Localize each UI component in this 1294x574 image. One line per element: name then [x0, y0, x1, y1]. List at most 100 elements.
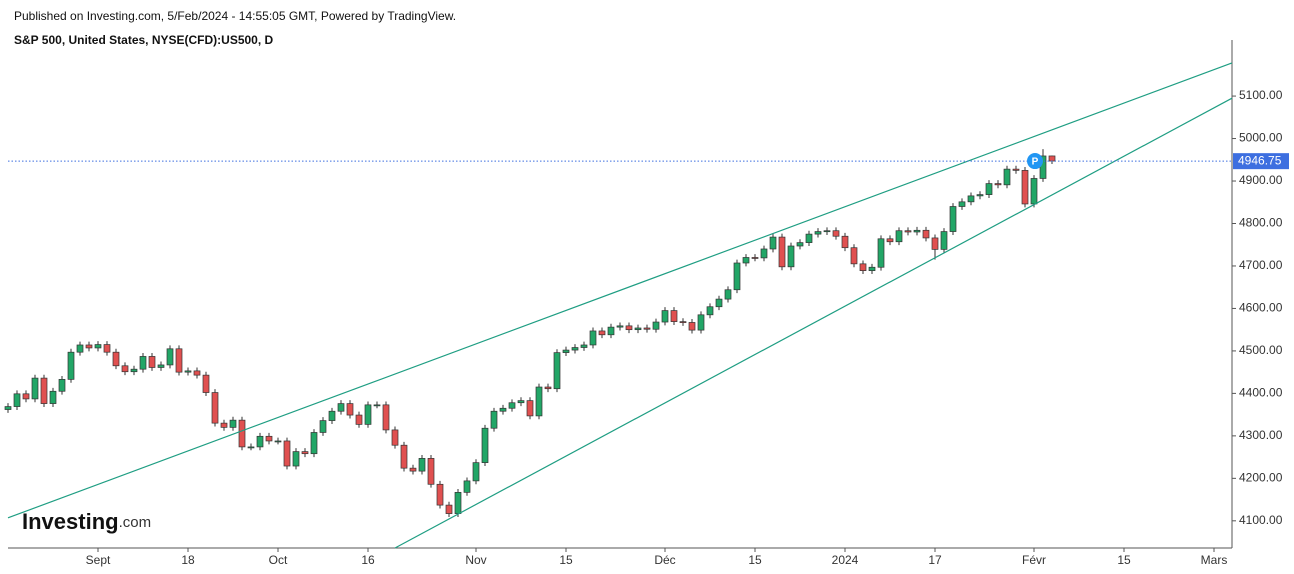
- candle-body: [625, 325, 633, 331]
- candle-body: [670, 310, 678, 322]
- candle-body: [310, 432, 318, 455]
- candle-body: [130, 368, 138, 373]
- y-tick-label: 5000.00: [1239, 131, 1283, 145]
- candle-body: [58, 379, 66, 392]
- candle-body: [598, 330, 606, 336]
- candle-body: [940, 231, 948, 250]
- x-tick-label: 15: [748, 553, 762, 567]
- candle-body: [706, 306, 714, 316]
- candle-body: [427, 458, 435, 485]
- candle-body: [85, 344, 93, 349]
- x-tick-label: Oct: [269, 553, 288, 567]
- y-tick-label: 4500.00: [1239, 343, 1283, 357]
- candle-body: [850, 247, 858, 265]
- candle-body: [994, 183, 1002, 186]
- x-tick-label: Déc: [654, 553, 675, 567]
- candle-body: [634, 327, 642, 331]
- x-tick-label: 15: [559, 553, 573, 567]
- candle-body: [868, 266, 876, 271]
- last-price-box: [1233, 153, 1289, 170]
- y-tick-label: 4400.00: [1239, 386, 1283, 400]
- candle-body: [733, 262, 741, 291]
- candle-body: [319, 420, 327, 433]
- candle-body: [355, 414, 363, 425]
- candle-body: [949, 206, 957, 232]
- candle-body: [283, 440, 291, 467]
- trend-line: [394, 97, 1233, 549]
- x-tick-label: Févr: [1022, 553, 1046, 567]
- candle-body: [499, 407, 507, 412]
- y-tick-label: 4800.00: [1239, 216, 1283, 230]
- candle-body: [472, 462, 480, 482]
- y-tick-label: 4200.00: [1239, 471, 1283, 485]
- candle-body: [346, 403, 354, 416]
- candle-body: [400, 444, 408, 469]
- candle-body: [679, 321, 687, 323]
- candle-body: [121, 365, 129, 373]
- x-tick-label: 15: [1117, 553, 1131, 567]
- candle-body: [562, 349, 570, 353]
- plot: [4, 62, 1233, 549]
- candle-body: [175, 348, 183, 373]
- candle-body: [211, 392, 219, 424]
- candle-body: [301, 451, 309, 455]
- candle-body: [976, 194, 984, 197]
- candle-body: [409, 467, 417, 472]
- candle-body: [148, 356, 156, 368]
- candle-body: [31, 377, 39, 400]
- candle-body: [922, 229, 930, 239]
- candle-body: [202, 374, 210, 393]
- x-tick-label: Nov: [465, 553, 486, 567]
- candle-body: [967, 195, 975, 203]
- candle-body: [265, 435, 273, 442]
- candle-body: [508, 402, 516, 409]
- candle-body: [877, 238, 885, 268]
- candle-body: [1048, 155, 1056, 162]
- candle-body: [184, 370, 192, 373]
- x-tick-label: 18: [181, 553, 195, 567]
- candle-body: [463, 480, 471, 493]
- candle-body: [895, 230, 903, 243]
- y-tick-label: 4700.00: [1239, 258, 1283, 272]
- candle-body: [103, 344, 111, 353]
- published-note: Published on Investing.com, 5/Feb/2024 -…: [14, 9, 456, 23]
- candle-body: [823, 230, 831, 233]
- candle-body: [544, 386, 552, 390]
- candle-body: [67, 351, 75, 380]
- candle-body: [139, 356, 147, 370]
- candle-body: [715, 298, 723, 308]
- candle-body: [229, 419, 237, 428]
- candle-body: [382, 404, 390, 431]
- instrument-title: S&P 500, United States, NYSE(CFD):US500,…: [14, 33, 274, 47]
- candle-body: [193, 370, 201, 376]
- candle-body: [517, 400, 525, 404]
- last-price-label: 4946.75: [1238, 153, 1282, 167]
- y-tick-label: 5100.00: [1239, 88, 1283, 102]
- candle-body: [859, 263, 867, 271]
- marker: [1027, 153, 1043, 170]
- x-tick-label: Sept: [86, 553, 111, 567]
- candle-body: [985, 183, 993, 195]
- candle-body: [328, 410, 336, 421]
- candle-body: [787, 245, 795, 268]
- y-tick-label: 4300.00: [1239, 428, 1283, 442]
- candle-body: [760, 248, 768, 259]
- candle-body: [571, 347, 579, 351]
- candle-body: [4, 406, 12, 410]
- candle-body: [553, 352, 561, 390]
- candle-body: [535, 386, 543, 417]
- candle-body: [742, 257, 750, 264]
- candle-body: [292, 451, 300, 467]
- y-tick-label: 4100.00: [1239, 513, 1283, 527]
- candle-body: [157, 364, 165, 368]
- candle-body: [13, 393, 21, 407]
- candle-body: [652, 321, 660, 330]
- candle-body: [274, 440, 282, 443]
- candle-body: [841, 235, 849, 249]
- candle-body: [904, 230, 912, 233]
- candle-body: [94, 344, 102, 349]
- candle-body: [769, 236, 777, 250]
- logo-brand: Investing: [22, 509, 119, 534]
- candle-body: [490, 410, 498, 429]
- y-tick-label: 4600.00: [1239, 301, 1283, 315]
